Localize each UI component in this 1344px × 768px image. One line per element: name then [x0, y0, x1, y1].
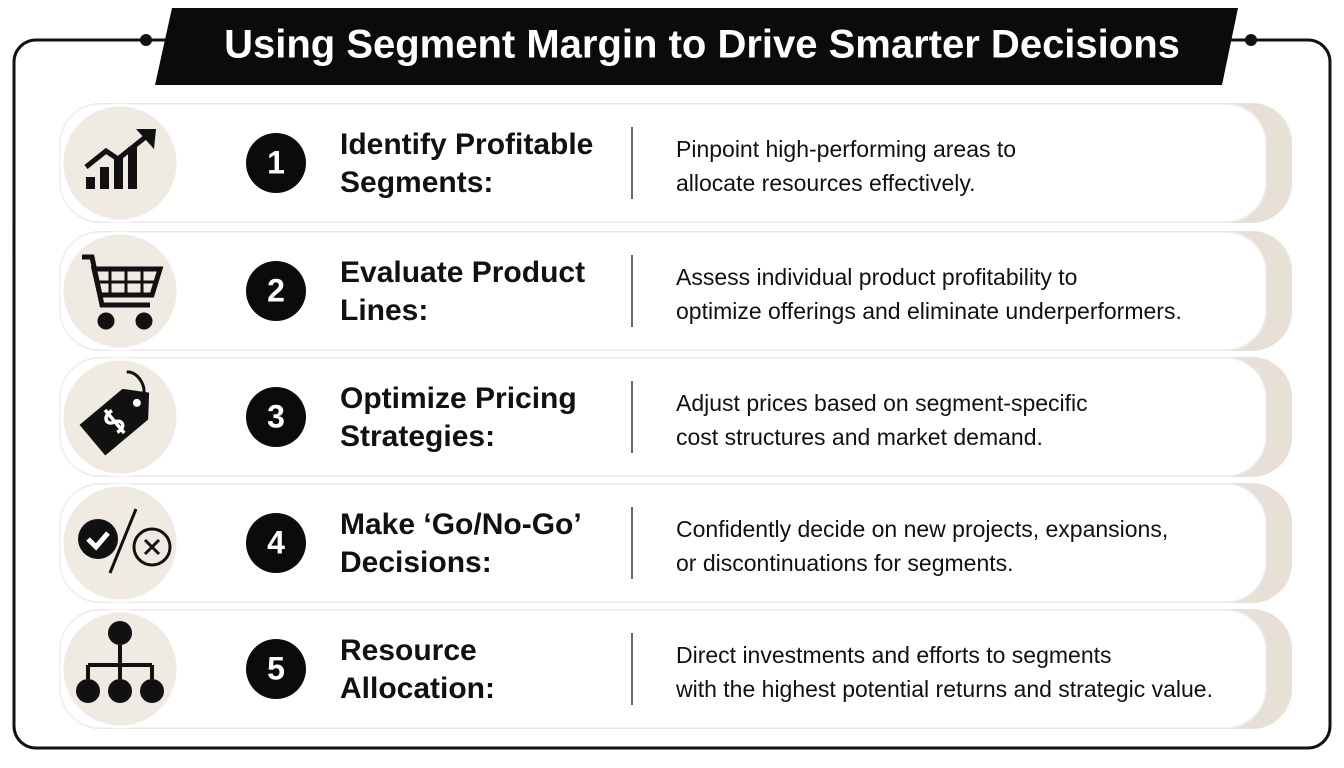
item-description: Confidently decide on new projects, expa…: [676, 516, 1168, 542]
item-number: 2: [267, 272, 285, 308]
item-description: Pinpoint high-performing areas to: [676, 136, 1016, 162]
icon-go-no-go: [78, 508, 172, 574]
title: Using Segment Margin to Drive Smarter De…: [224, 23, 1180, 67]
row: 1 Identify Profitable Segments: Pinpoint hi…: [59, 103, 1292, 223]
item-number: 1: [267, 144, 285, 180]
card: [59, 103, 1267, 223]
rows: 1 Identify Profitable Segments: Pinpoint hi…: [59, 103, 1292, 729]
icons: [76, 129, 172, 703]
frame-dot: [1245, 34, 1257, 46]
row: 5 Resource Allocation: Direct investments a…: [59, 609, 1292, 729]
icon-circle: [60, 483, 180, 603]
item-heading: Resource: [340, 634, 477, 667]
item-heading: Segments:: [340, 166, 493, 199]
item-heading: Strategies:: [340, 420, 495, 453]
item-description: Direct investments and efforts to segmen…: [676, 642, 1112, 668]
icon-circle: [60, 231, 180, 351]
item-description: cost structures and market demand.: [676, 424, 1043, 450]
item-description: with the highest potential returns and s…: [675, 676, 1213, 702]
number-badge: [246, 387, 306, 447]
item-description: allocate resources effectively.: [676, 170, 976, 196]
title-banner: [155, 8, 1238, 85]
number-badge: [246, 513, 306, 573]
item-heading: Lines:: [340, 294, 428, 327]
icon-growth: [84, 129, 156, 189]
card: [59, 357, 1267, 477]
number-badge: [246, 133, 306, 193]
item-description: optimize offerings and eliminate underpe…: [676, 298, 1182, 324]
number-badge: [246, 261, 306, 321]
item-number: 5: [267, 650, 285, 686]
item-number: 3: [267, 398, 285, 434]
card: [59, 609, 1267, 729]
item-heading: Evaluate Product: [340, 256, 585, 289]
item-description: Adjust prices based on segment-specific: [676, 390, 1088, 416]
icon-allocation: [76, 621, 164, 703]
row: 4 Make ‘Go/No-Go’ Decisions: Confidently de…: [59, 483, 1292, 603]
icon-cart: [82, 254, 164, 330]
item-heading: Optimize Pricing: [340, 382, 577, 415]
icon-price-tag: [79, 370, 150, 456]
card: [59, 231, 1267, 351]
item-description: or discontinuations for segments.: [676, 550, 1014, 576]
item-heading: Allocation:: [340, 672, 495, 705]
item-heading: Decisions:: [340, 546, 492, 579]
number-badge: [246, 639, 306, 699]
item-heading: Identify Profitable: [340, 128, 593, 161]
item-description: Assess individual product profitability …: [676, 264, 1077, 290]
row: 2 Evaluate Product Lines: Assess individual…: [59, 231, 1292, 351]
item-heading: Make ‘Go/No-Go’: [340, 508, 582, 541]
frame-dot: [140, 34, 152, 46]
item-number: 4: [267, 524, 285, 560]
card: [59, 483, 1267, 603]
row: 3 Optimize Pricing Strategies: Adjust price…: [59, 357, 1292, 477]
